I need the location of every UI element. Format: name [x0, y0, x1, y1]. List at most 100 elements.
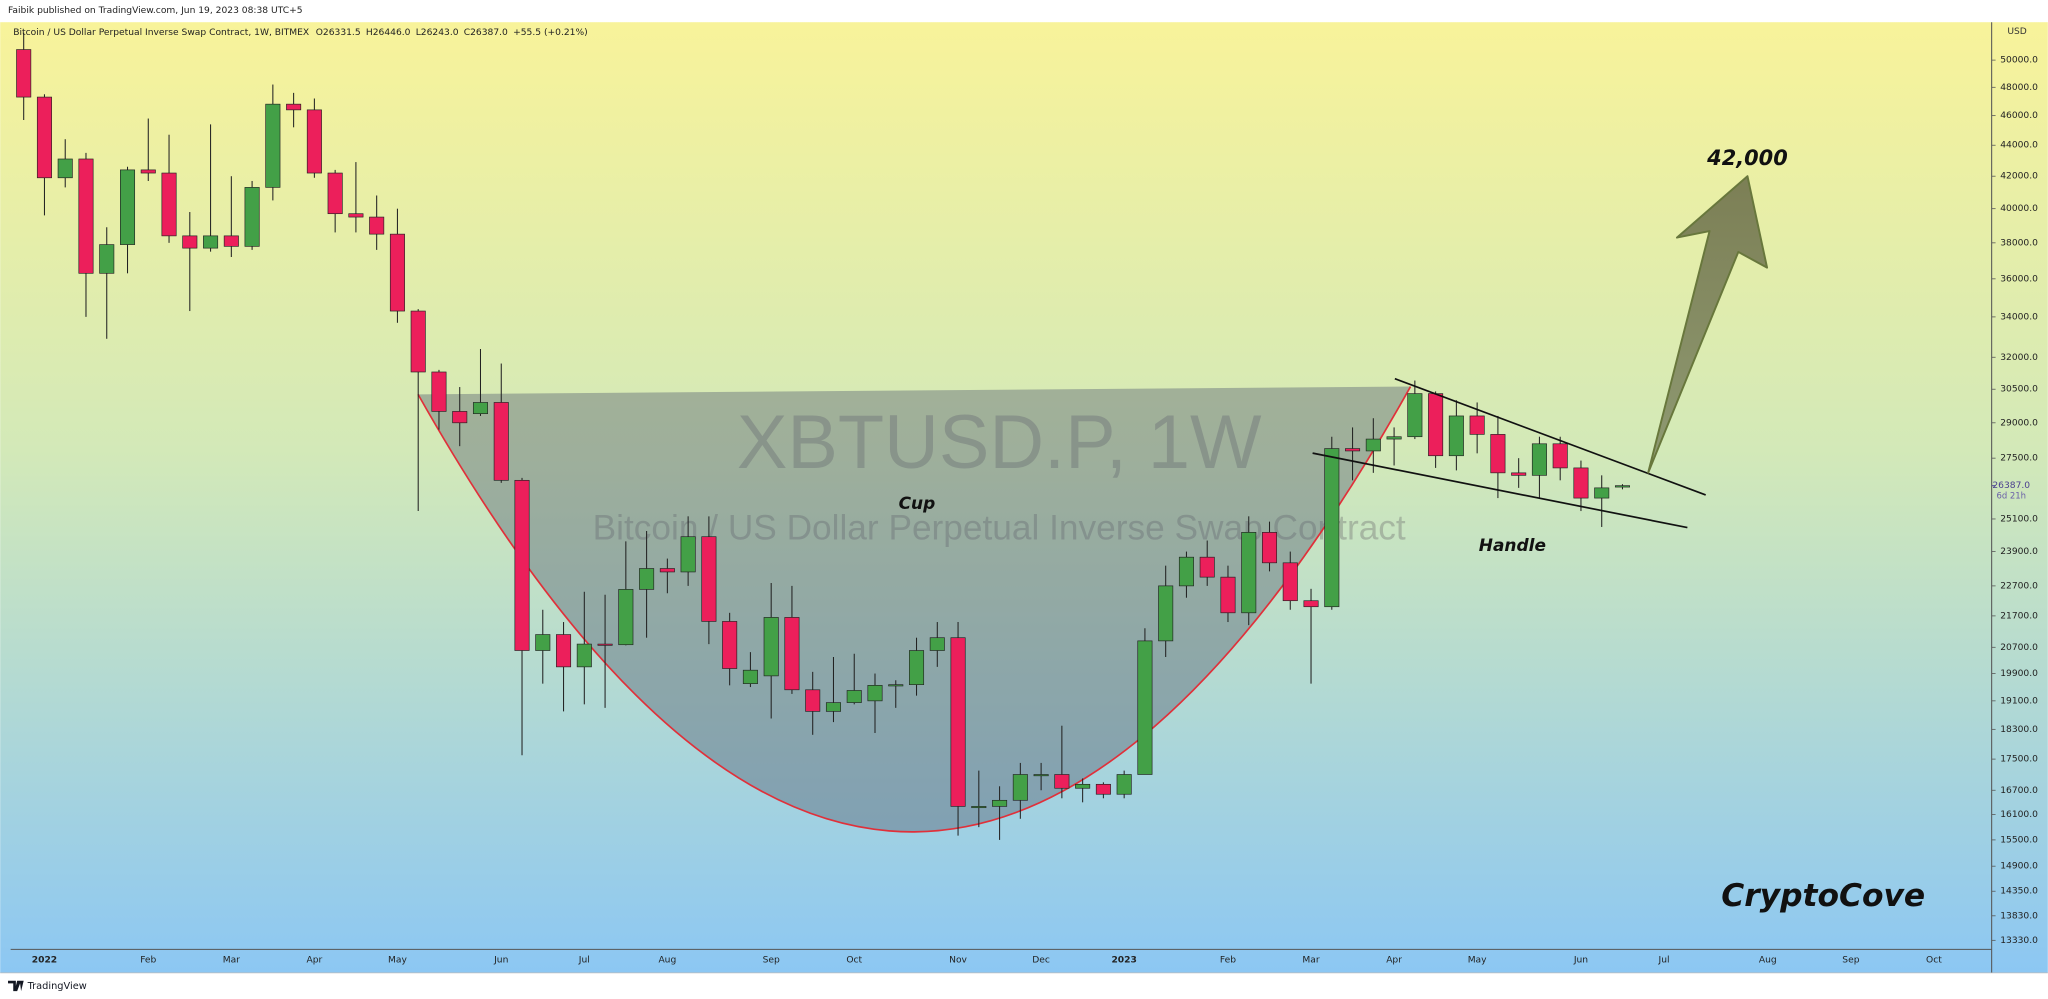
x-tick-label: Apr — [306, 955, 322, 965]
cup-shape — [417, 386, 1412, 833]
currency-label: USD — [2007, 27, 2026, 37]
y-tick-label: 30500.0 — [2000, 385, 2038, 395]
x-tick-label: Aug — [1759, 955, 1777, 965]
candle-body — [1241, 532, 1257, 614]
y-tick-label: 19100.0 — [2000, 696, 2038, 706]
target-arrow — [1647, 175, 1769, 474]
candle-body — [1137, 640, 1153, 775]
x-tick-label: Jun — [493, 955, 508, 965]
legend-value: O26331.5 — [316, 28, 361, 38]
x-tick-label: Jul — [578, 955, 590, 965]
y-tick-label: 40000.0 — [2000, 204, 2038, 214]
candle-body — [659, 568, 675, 573]
time-axis: 2022 Feb Mar Apr May Jun Jul Aug Sep Oct Nov Dec 202… — [32, 955, 1942, 965]
candle-body — [846, 690, 862, 703]
candle-body — [57, 158, 73, 179]
candle-body — [888, 684, 904, 687]
candle-body — [1365, 438, 1381, 452]
candle-body — [120, 169, 136, 245]
countdown-label: 6d 21h — [1996, 491, 2026, 501]
candle-body — [1531, 443, 1547, 476]
x-tick-label: Nov — [949, 955, 967, 965]
y-tick-label: 29000.0 — [2000, 418, 2038, 428]
candle-body — [161, 172, 177, 237]
y-tick-label: 48000.0 — [2000, 83, 2038, 93]
y-tick-label: 16100.0 — [2000, 810, 2038, 820]
watermark: XBTUSD.P, 1W — [737, 400, 1262, 485]
candle-body — [1345, 448, 1361, 452]
y-tick-label: 25100.0 — [2000, 514, 2038, 524]
candle-body — [348, 213, 364, 218]
candle-body — [16, 49, 32, 98]
candle-body — [929, 637, 945, 651]
candle-body — [389, 233, 405, 312]
candle-body — [1324, 448, 1340, 608]
candle-body — [286, 103, 302, 111]
y-tick-label: 15500.0 — [2000, 835, 2038, 845]
current-price-label: 26387.0 — [1992, 481, 2030, 491]
x-tick-label: 2023 — [1111, 955, 1136, 965]
y-tick-label: 14350.0 — [2000, 887, 2038, 897]
candle-body — [327, 172, 343, 215]
candle-body — [244, 187, 260, 247]
y-tick-label: 22700.0 — [2000, 581, 2038, 591]
handle-upper-line — [1394, 377, 1706, 496]
candle-body — [1552, 443, 1568, 469]
y-tick-label: 42000.0 — [2000, 172, 2038, 182]
candle-body — [1012, 774, 1028, 801]
candle-body — [1614, 485, 1630, 488]
candle-body — [203, 235, 219, 249]
candle-body — [992, 799, 1008, 807]
x-tick-label: Sep — [763, 955, 780, 965]
x-tick-label: Apr — [1386, 955, 1402, 965]
legend-value: L26243.0 — [416, 28, 459, 38]
header-legend: Bitcoin / US Dollar Perpetual Inverse Sw… — [13, 28, 587, 38]
x-tick-label: Oct — [1926, 955, 1942, 965]
brand-name: TradingView — [27, 981, 87, 992]
price-axis: 50000.0 48000.0 46000.0 44000.0 42000.0 40000… — [1991, 56, 2038, 946]
target-label: 42,000 — [1706, 146, 1788, 170]
y-tick-label: 18300.0 — [2000, 725, 2038, 735]
candle-body — [306, 109, 322, 174]
candle-body — [1428, 393, 1444, 457]
y-tick-label: 44000.0 — [2000, 141, 2038, 151]
y-tick-label: 17500.0 — [2000, 755, 2038, 765]
candle-body — [1095, 783, 1111, 795]
x-tick-label: Dec — [1032, 955, 1050, 965]
candle-body — [909, 650, 925, 685]
candle-body — [1033, 774, 1049, 777]
y-tick-label: 23900.0 — [2000, 547, 2038, 557]
handle-label: Handle — [1479, 536, 1546, 556]
x-tick-label: May — [388, 955, 407, 965]
candle-body — [576, 643, 592, 668]
candle-body — [369, 216, 385, 235]
y-tick-label: 50000.0 — [2000, 56, 2038, 66]
candle-body — [472, 402, 489, 415]
candle-body — [1158, 585, 1174, 642]
handle-lines — [1312, 377, 1706, 529]
candle-body — [1594, 487, 1610, 499]
footer-brand: TradingView — [8, 980, 87, 992]
candle-body — [1199, 556, 1215, 578]
cup-curve — [417, 386, 1412, 833]
x-tick-label: Feb — [1220, 955, 1236, 965]
x-tick-label: Aug — [658, 955, 676, 965]
candle-body — [1573, 467, 1589, 499]
candle-body — [1075, 783, 1091, 789]
candle-body — [452, 411, 468, 424]
y-tick-label: 21700.0 — [2000, 611, 2038, 621]
legend-value: C26387.0 — [464, 28, 508, 38]
x-tick-label: May — [1468, 955, 1487, 965]
y-tick-label: 20700.0 — [2000, 643, 2038, 653]
x-tick-label: 2022 — [32, 955, 57, 965]
candle-body — [1448, 415, 1464, 457]
candle-body — [431, 371, 447, 412]
handle-lower-line — [1312, 452, 1688, 529]
candle-body — [1511, 472, 1527, 476]
candle-body — [493, 402, 509, 481]
candle-body — [825, 702, 841, 712]
candle-body — [639, 568, 655, 590]
candle-body — [36, 96, 52, 179]
candle-body — [78, 158, 94, 274]
candle-body — [99, 244, 115, 274]
